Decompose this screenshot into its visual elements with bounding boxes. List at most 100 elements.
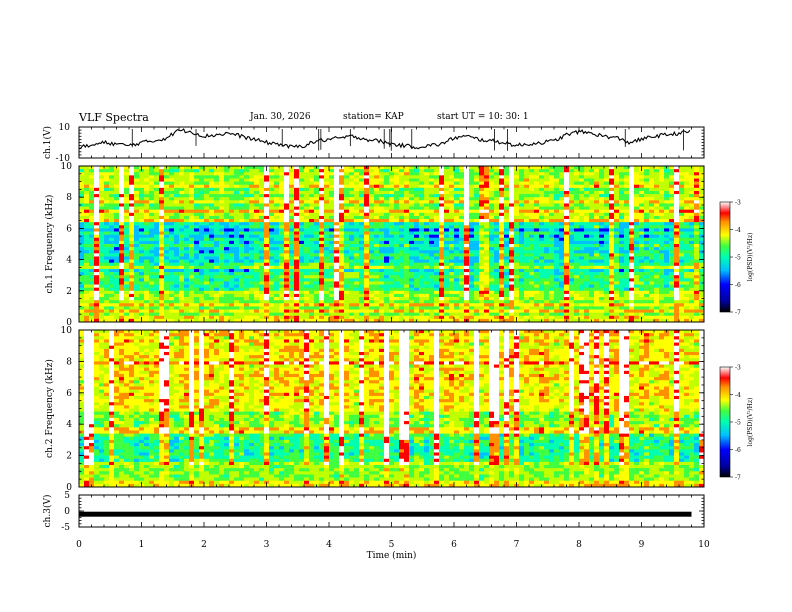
ch1-spectrogram-cell bbox=[144, 259, 150, 264]
ch1-spectrogram-cell bbox=[384, 203, 390, 207]
ch1-spectrogram-cell bbox=[414, 259, 420, 264]
ch1-spectrogram-cell bbox=[169, 209, 175, 214]
ch1-spectrogram-cell bbox=[279, 259, 285, 264]
ch1-spectrogram-cell bbox=[309, 272, 315, 276]
ch1-spectrogram-cell bbox=[329, 290, 335, 295]
ch1-spectrogram-cell bbox=[419, 203, 425, 207]
ch1-spectrogram-cell bbox=[209, 259, 215, 264]
ch1-spectrogram-cell bbox=[184, 306, 190, 310]
ch1-spectrogram-cell bbox=[409, 222, 415, 226]
ch1-spectrogram-cell bbox=[139, 281, 145, 285]
ch1-spectrogram-cell bbox=[439, 281, 445, 285]
ch1-spectrogram-cell bbox=[129, 262, 135, 267]
ch1-spectrogram-cell bbox=[269, 181, 275, 186]
ch1-spectrogram-cell bbox=[109, 315, 115, 320]
ch1-spectrogram-cell bbox=[474, 240, 480, 245]
ch1-spectrogram-cell bbox=[184, 237, 190, 242]
ch1-spectrogram-cell bbox=[384, 275, 390, 279]
ch1-spectrogram-cell bbox=[114, 247, 120, 251]
ch1-spectrogram-cell bbox=[519, 272, 525, 276]
ch1-spectrogram-cell bbox=[224, 187, 230, 192]
ch1-spectrogram-cell bbox=[274, 169, 280, 173]
ch1-spectrogram-cell bbox=[214, 240, 220, 245]
ch1-spectrogram-cell bbox=[249, 265, 255, 270]
ch1-spectrogram-cell bbox=[464, 194, 470, 198]
ch1-spectrogram-cell bbox=[119, 206, 125, 210]
ch1-spectrogram-cell bbox=[164, 240, 170, 245]
ch1-spectrogram-cell bbox=[239, 306, 245, 310]
ch1-spectrogram-cell bbox=[464, 259, 470, 264]
ch1-spectrogram-cell bbox=[269, 250, 275, 254]
ch1-spectrogram-cell bbox=[459, 272, 465, 276]
ch1-spectrogram-cell bbox=[224, 212, 230, 217]
ch1-spectrogram-cell bbox=[519, 222, 525, 226]
ch1-spectrogram-cell bbox=[149, 275, 155, 279]
ch1-spectrogram-cell bbox=[179, 240, 185, 245]
ch1-spectrogram-cell bbox=[269, 303, 275, 307]
ch1-spectrogram-cell bbox=[104, 225, 110, 229]
ch1-spectrogram-cell bbox=[424, 169, 430, 173]
ch1-spectrogram-cell bbox=[534, 278, 540, 282]
ch1-spectrogram-cell bbox=[214, 290, 220, 295]
ch1-spectrogram-cell bbox=[489, 250, 495, 254]
ch1-spectrogram-cell bbox=[229, 184, 235, 189]
ch1-spectrogram-cell bbox=[344, 231, 350, 235]
ch1-spectrogram-cell bbox=[229, 222, 235, 226]
ch1-spectrogram-cell bbox=[479, 190, 485, 195]
ch1-spectrogram-cell bbox=[299, 240, 305, 245]
ch1-spectrogram-cell bbox=[414, 194, 420, 198]
ch1-spectrogram-cell bbox=[129, 178, 135, 182]
ch1-spectrogram-cell bbox=[269, 209, 275, 214]
ch1-spectrogram-cell bbox=[99, 234, 105, 239]
ch1-spectrogram-cell bbox=[479, 287, 485, 292]
ch1-spectrogram-cell bbox=[574, 247, 580, 251]
ch1-spectrogram-cell bbox=[159, 253, 165, 257]
ch1-spectrogram-cell bbox=[389, 287, 395, 292]
ch1-spectrogram-cell bbox=[254, 293, 260, 298]
ch1-spectrogram-cell bbox=[484, 212, 490, 217]
ch1-spectrogram-cell bbox=[399, 287, 405, 292]
ch1-spectrogram-cell bbox=[294, 290, 300, 295]
ch1-spectrogram-cell bbox=[284, 175, 290, 179]
ch1-spectrogram-cell bbox=[444, 169, 450, 173]
ch1-spectrogram-cell bbox=[489, 169, 495, 173]
ch1-spectrogram-cell bbox=[479, 312, 485, 317]
ch1-spectrogram-cell bbox=[269, 290, 275, 295]
ch1-spectrogram-cell bbox=[449, 197, 455, 201]
ch1-spectrogram-cell bbox=[474, 303, 480, 307]
ch1-spectrogram-cell bbox=[109, 206, 115, 210]
ch1-spectrogram-cell bbox=[399, 262, 405, 267]
ch1-spectrogram-cell bbox=[289, 231, 295, 235]
ch1-spectrogram-cell bbox=[134, 225, 140, 229]
ch1-spectrogram-cell bbox=[194, 312, 200, 317]
ch1-spectrogram-cell bbox=[369, 253, 375, 257]
ch1-spectrogram-cell bbox=[494, 231, 500, 235]
ch1-spectrogram-cell bbox=[119, 166, 125, 170]
ch1-spectrogram-cell bbox=[229, 297, 235, 301]
ch1-spectrogram-cell bbox=[404, 268, 410, 273]
ch1-spectrogram-cell bbox=[154, 287, 160, 292]
ch1-spectrogram-cell bbox=[474, 290, 480, 295]
ch1-spectrogram-cell bbox=[464, 250, 470, 254]
ch1-spectrogram-cell bbox=[99, 272, 105, 276]
ch1-spectrogram-cell bbox=[89, 256, 95, 260]
ch1-spectrogram-cell bbox=[154, 244, 160, 248]
ch1-spectrogram-cell bbox=[99, 265, 105, 270]
ch1-spectrogram-cell bbox=[294, 187, 300, 192]
ch1-spectrogram-cell bbox=[104, 169, 110, 173]
ch1-spectrogram-cell bbox=[364, 268, 370, 273]
ch1-spectrogram-cell bbox=[479, 318, 485, 323]
ch1-spectrogram-cell bbox=[509, 234, 515, 239]
ch1-spectrogram-cell bbox=[449, 287, 455, 292]
ch1-spectrogram-cell bbox=[469, 315, 475, 320]
ch1-spectrogram-cell bbox=[529, 169, 535, 173]
ch1-spectrogram-cell bbox=[419, 312, 425, 317]
ch1-spectrogram-cell bbox=[409, 300, 415, 304]
ch1-spectrogram-cell bbox=[164, 215, 170, 220]
ch1-spectrogram-cell bbox=[524, 265, 530, 270]
ch1-spectrogram-cell bbox=[274, 247, 280, 251]
ch1-spectrogram-cell bbox=[219, 178, 225, 182]
ch1-spectrogram-cell bbox=[309, 190, 315, 195]
ch1-spectrogram-cell bbox=[379, 318, 385, 323]
ch1-spectrogram-cell bbox=[569, 175, 575, 179]
